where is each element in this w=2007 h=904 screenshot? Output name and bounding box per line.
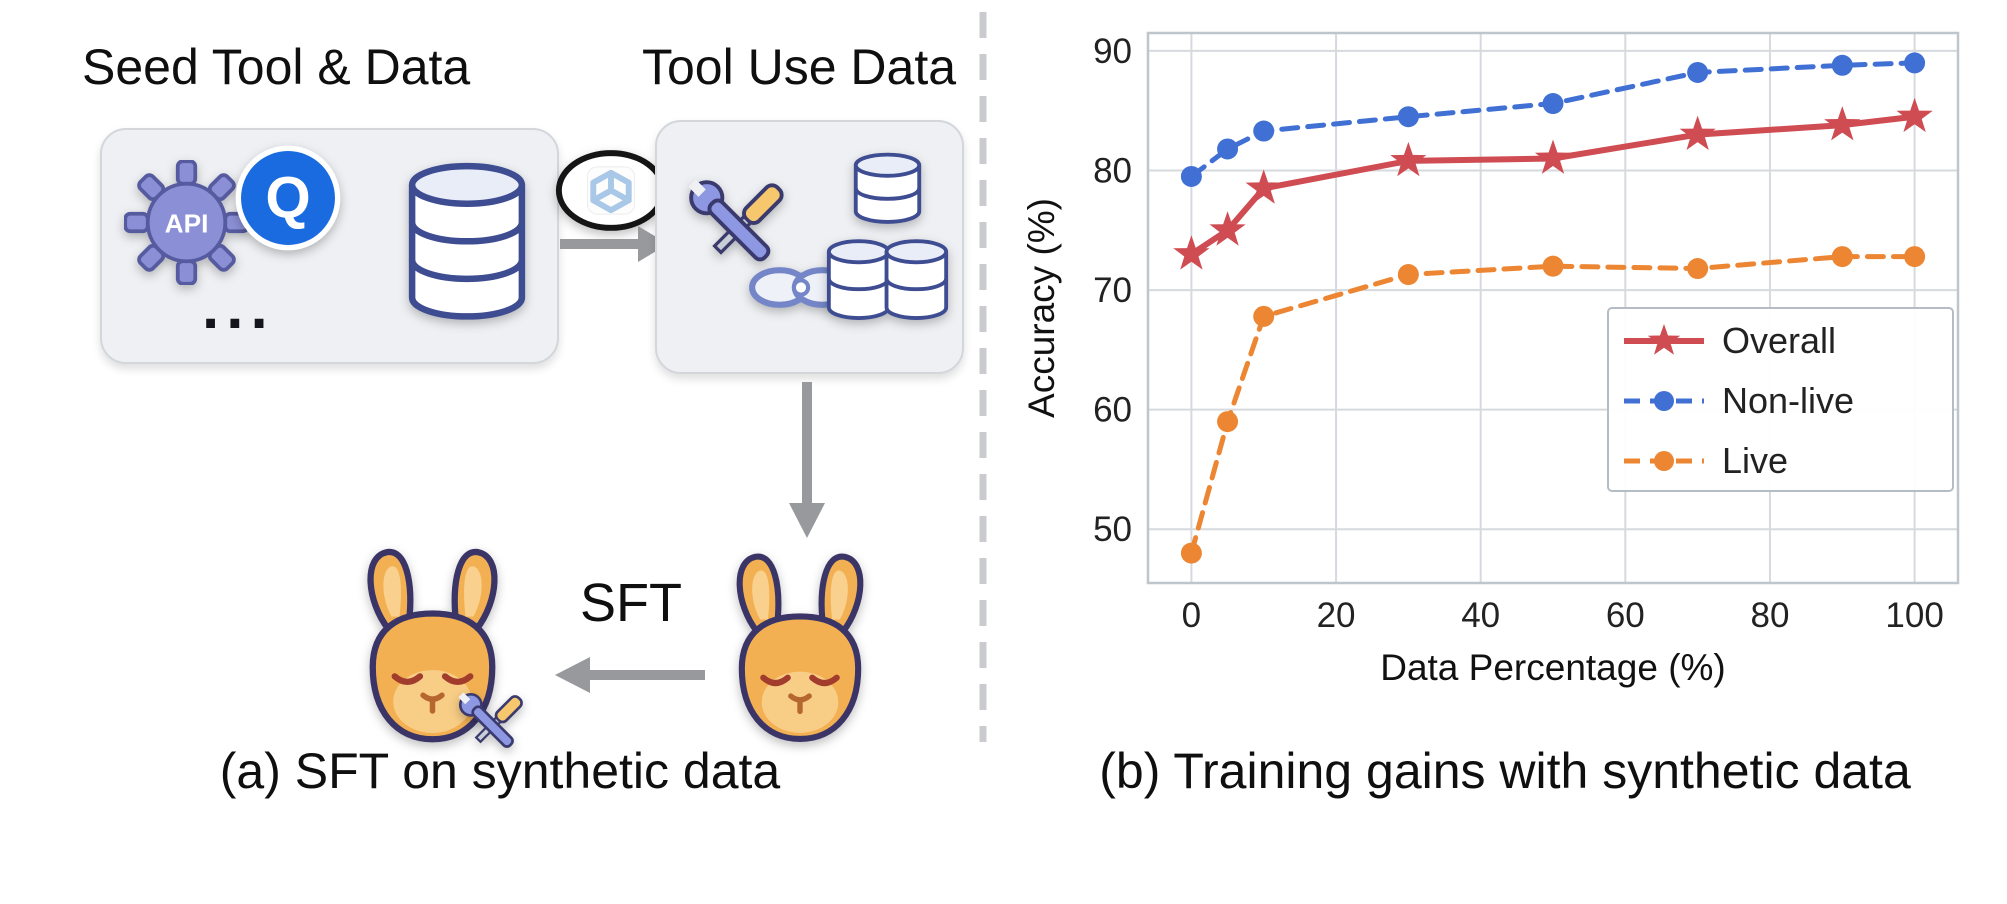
series-marker-overall — [1824, 106, 1861, 141]
y-tick-label: 70 — [1093, 271, 1132, 310]
series-marker-live — [1397, 264, 1419, 286]
arrow-right-icon — [560, 226, 668, 262]
x-tick-label: 0 — [1182, 596, 1201, 635]
legend-marker-live — [1654, 451, 1674, 471]
series-marker-non-live — [1904, 52, 1926, 74]
legend-marker-overall — [1647, 324, 1681, 355]
x-tick-label: 100 — [1885, 596, 1943, 635]
plot-border — [1146, 31, 1960, 585]
series-marker-live — [1687, 258, 1709, 280]
series-line-overall — [1188, 113, 1918, 258]
api-gear-text: API — [165, 209, 209, 239]
series-marker-overall — [1679, 115, 1716, 150]
legend-marker-non-live — [1654, 391, 1674, 411]
seed-tools-box: API Q ... — [100, 128, 559, 364]
series-marker-overall — [1390, 141, 1427, 177]
legend-box — [1607, 307, 1954, 492]
series-line-live — [1188, 254, 1918, 556]
tool-use-data-label: Tool Use Data — [642, 39, 957, 95]
legend-label-non-live: Non-live — [1722, 380, 1854, 421]
panel-divider — [979, 12, 987, 742]
series-marker-overall — [1209, 211, 1246, 246]
x-tick-label: 40 — [1461, 596, 1500, 635]
api-provider-letter: Q — [265, 165, 310, 230]
x-tick-label: 60 — [1606, 596, 1645, 635]
sft-label: SFT — [580, 573, 682, 633]
seed-tool-data-label: Seed Tool & Data — [82, 39, 471, 95]
series-marker-overall — [1896, 97, 1933, 133]
legend-label-overall: Overall — [1722, 320, 1836, 361]
series-marker-live — [1904, 246, 1926, 268]
series-marker-live — [1217, 411, 1239, 433]
x-tick-label: 20 — [1317, 596, 1356, 635]
series-marker-overall — [1173, 235, 1210, 270]
database-stack-icon — [826, 152, 949, 320]
y-tick-label: 50 — [1093, 510, 1132, 549]
api-provider-icon: Q — [235, 145, 341, 251]
series-marker-non-live — [1397, 106, 1419, 128]
accuracy-chart: 0 20 40 60 80 100 50 60 70 80 90 Data Percentage (%… — [1021, 31, 1960, 688]
series-marker-non-live — [1180, 165, 1202, 187]
series-marker-overall — [1534, 139, 1572, 174]
series-marker-live — [1831, 246, 1853, 268]
caption-a: (a) SFT on synthetic data — [219, 743, 781, 799]
series-marker-non-live — [1831, 54, 1853, 76]
series-marker-non-live — [1217, 138, 1239, 160]
series-marker-non-live — [1253, 120, 1275, 142]
database-icon — [408, 162, 526, 320]
y-tick-label: 80 — [1093, 152, 1132, 191]
y-tick-label: 60 — [1093, 391, 1132, 430]
series-marker-live — [1542, 255, 1564, 277]
y-tick-label: 90 — [1093, 32, 1132, 71]
y-axis-label: Accuracy (%) — [1021, 198, 1062, 418]
series-marker-non-live — [1542, 93, 1564, 115]
arrow-left-icon — [555, 657, 705, 693]
panel-a: Seed Tool & Data Tool Use Data API — [0, 0, 980, 904]
x-axis-label: Data Percentage (%) — [1380, 647, 1726, 688]
api-gear-icon: API — [124, 160, 249, 285]
series-marker-live — [1180, 542, 1202, 564]
tool-use-data-box — [655, 120, 964, 374]
x-tick-label: 80 — [1750, 596, 1789, 635]
caption-b: (b) Training gains with synthetic data — [1099, 743, 1911, 799]
base-llama-icon — [705, 543, 895, 765]
series-marker-non-live — [1687, 61, 1709, 83]
panel-b: 0 20 40 60 80 100 50 60 70 80 90 Data Percentage (%… — [1000, 0, 2007, 904]
series-marker-live — [1253, 305, 1275, 327]
arrow-down-icon — [789, 382, 825, 538]
series-marker-overall — [1245, 169, 1282, 204]
more-tools-ellipsis: ... — [202, 273, 275, 342]
legend-label-live: Live — [1722, 440, 1788, 481]
